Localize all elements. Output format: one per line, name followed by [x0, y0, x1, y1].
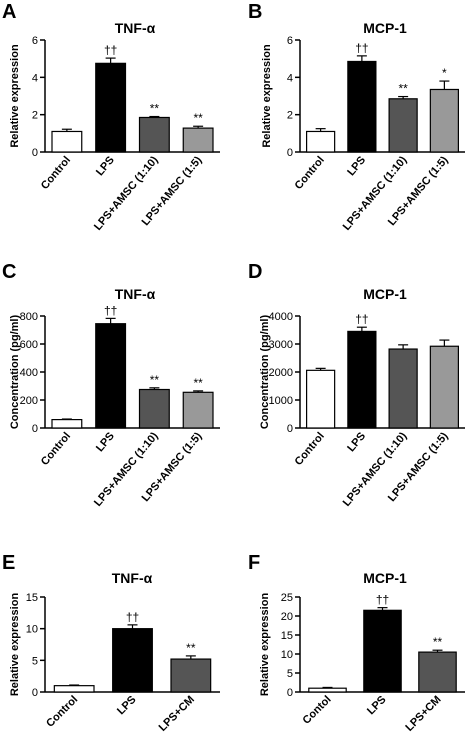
y-tick-label-f: 0: [287, 687, 293, 699]
y-tick-label-e: 15: [26, 592, 38, 604]
category-label-c-0: Control: [39, 430, 73, 468]
y-tick-label-b: 4: [287, 72, 293, 84]
category-label-a-0: Control: [39, 154, 73, 192]
significance-label-a-2: **: [150, 102, 160, 116]
significance-label-b-1: ††: [355, 41, 368, 55]
significance-label-b-3: *: [442, 66, 447, 80]
bar-a-3: [182, 127, 214, 153]
bar-a-2: [138, 116, 170, 153]
chart-title-d: MCP-1: [363, 286, 407, 302]
significance-label-f-2: **: [433, 635, 443, 649]
y-tick-label-d: 0: [287, 423, 293, 435]
bar-e-1: [112, 628, 153, 693]
y-tick-label-f: 5: [287, 668, 293, 680]
y-tick-label-c: 400: [20, 367, 38, 379]
significance-label-f-1: ††: [376, 593, 389, 607]
significance-label-b-2: **: [398, 82, 408, 96]
bar-b-0: [306, 130, 336, 153]
y-tick-label-d: 4000: [269, 311, 293, 323]
bar-c-1: [95, 323, 127, 429]
category-label-d-1: LPS: [345, 430, 368, 454]
panel-label-e: E: [2, 552, 15, 574]
bar-f-2: [418, 651, 457, 693]
y-axis-label-a: Relative expression: [9, 44, 21, 148]
significance-label-c-3: **: [193, 376, 203, 390]
bar-a-0: [51, 130, 83, 153]
category-label-a-1: LPS: [94, 154, 117, 178]
panel-label-d: D: [248, 261, 262, 283]
significance-label-a-1: ††: [104, 43, 117, 57]
y-tick-label-a: 4: [32, 72, 38, 84]
bar-d-2: [388, 348, 418, 429]
y-tick-label-c: 800: [20, 311, 38, 323]
bar-e-0: [53, 685, 95, 693]
category-label-b-0: Control: [293, 154, 327, 192]
significance-label-e-1: ††: [126, 610, 139, 624]
panel-label-b: B: [248, 1, 262, 23]
y-axis-label-d: Concentration (pg/ml): [259, 315, 271, 430]
y-tick-label-d: 3000: [269, 339, 293, 351]
y-tick-label-a: 0: [32, 147, 38, 159]
y-tick-label-d: 2000: [269, 367, 293, 379]
y-axis-label-f: Relative expression: [259, 593, 271, 697]
y-tick-label-e: 10: [26, 624, 38, 636]
significance-label-e-2: **: [186, 641, 196, 655]
significance-label-a-3: **: [193, 111, 203, 125]
y-tick-label-f: 20: [281, 611, 293, 623]
bar-d-1: [347, 330, 377, 429]
y-tick-label-b: 2: [287, 110, 293, 122]
bar-d-3: [429, 345, 460, 429]
bar-c-2: [138, 388, 170, 429]
chart-title-c: TNF-α: [115, 286, 156, 302]
y-tick-label-c: 200: [20, 395, 38, 407]
panel-label-a: A: [2, 1, 16, 23]
category-label-f-0: Contol: [301, 694, 334, 727]
category-label-e-1: LPS: [115, 694, 139, 718]
y-tick-label-a: 2: [32, 110, 38, 122]
bar-f-1: [363, 609, 402, 693]
bar-e-2: [170, 658, 212, 693]
bar-b-1: [347, 60, 377, 153]
y-tick-label-b: 6: [287, 35, 293, 47]
y-tick-label-b: 0: [287, 147, 293, 159]
chart-title-f: MCP-1: [363, 570, 407, 586]
y-tick-label-d: 1000: [269, 395, 293, 407]
category-label-e-0: Control: [44, 694, 80, 730]
bar-b-2: [388, 98, 418, 153]
bar-c-3: [182, 391, 214, 429]
y-tick-label-e: 5: [32, 655, 38, 667]
bar-c-0: [51, 419, 83, 429]
y-tick-label-f: 10: [281, 649, 293, 661]
significance-label-c-1: ††: [104, 303, 117, 317]
bar-b-3: [429, 88, 460, 153]
panel-label-f: F: [248, 552, 260, 574]
y-tick-label-c: 0: [32, 423, 38, 435]
bar-d-0: [306, 369, 336, 429]
panel-label-c: C: [2, 261, 16, 283]
category-label-c-1: LPS: [94, 430, 117, 454]
y-axis-label-e: Relative expression: [9, 593, 21, 697]
category-label-f-2: LPS+CM: [403, 694, 443, 734]
y-tick-label-f: 25: [281, 592, 293, 604]
y-tick-label-a: 6: [32, 35, 38, 47]
chart-title-e: TNF-α: [112, 570, 153, 586]
category-label-e-2: LPS+CM: [157, 694, 197, 734]
category-label-d-0: Control: [293, 430, 327, 468]
y-tick-label-e: 0: [32, 687, 38, 699]
bar-a-1: [95, 62, 127, 153]
chart-title-a: TNF-α: [115, 20, 156, 36]
y-axis-label-c: Concentration (pg/ml): [9, 315, 21, 430]
significance-label-d-1: ††: [355, 312, 368, 326]
y-tick-label-c: 600: [20, 339, 38, 351]
category-label-f-1: LPS: [365, 694, 389, 718]
significance-label-c-2: **: [150, 373, 160, 387]
category-label-b-1: LPS: [345, 154, 368, 178]
bar-f-0: [308, 687, 347, 693]
chart-title-b: MCP-1: [363, 20, 407, 36]
y-axis-label-b: Relative expression: [261, 44, 273, 148]
y-tick-label-f: 15: [281, 630, 293, 642]
